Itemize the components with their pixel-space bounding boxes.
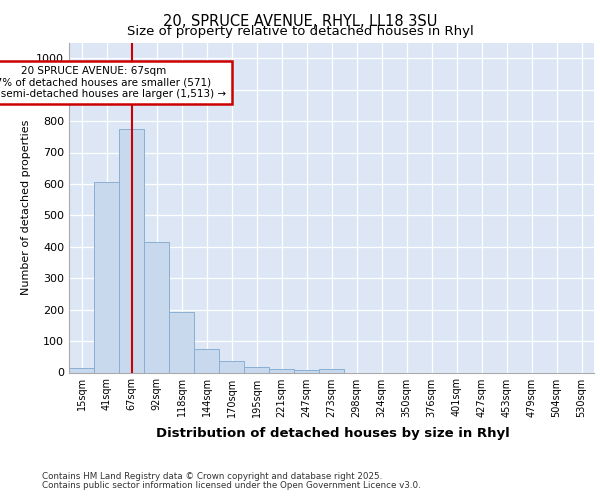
Bar bbox=[319, 368, 344, 372]
Bar bbox=[94, 182, 119, 372]
Text: 20 SPRUCE AVENUE: 67sqm
← 27% of detached houses are smaller (571)
71% of semi-d: 20 SPRUCE AVENUE: 67sqm ← 27% of detache… bbox=[0, 66, 227, 100]
Bar bbox=[244, 367, 269, 372]
Y-axis label: Number of detached properties: Number of detached properties bbox=[20, 120, 31, 295]
Text: Contains public sector information licensed under the Open Government Licence v3: Contains public sector information licen… bbox=[42, 481, 421, 490]
Text: 20, SPRUCE AVENUE, RHYL, LL18 3SU: 20, SPRUCE AVENUE, RHYL, LL18 3SU bbox=[163, 14, 437, 29]
Bar bbox=[269, 368, 294, 372]
Bar bbox=[119, 129, 144, 372]
Text: Size of property relative to detached houses in Rhyl: Size of property relative to detached ho… bbox=[127, 25, 473, 38]
Bar bbox=[169, 312, 194, 372]
Bar bbox=[219, 360, 244, 372]
Text: Contains HM Land Registry data © Crown copyright and database right 2025.: Contains HM Land Registry data © Crown c… bbox=[42, 472, 382, 481]
Bar bbox=[144, 242, 169, 372]
Text: Distribution of detached houses by size in Rhyl: Distribution of detached houses by size … bbox=[156, 428, 510, 440]
Bar bbox=[69, 368, 94, 372]
Bar bbox=[194, 349, 219, 372]
Bar bbox=[294, 370, 319, 372]
